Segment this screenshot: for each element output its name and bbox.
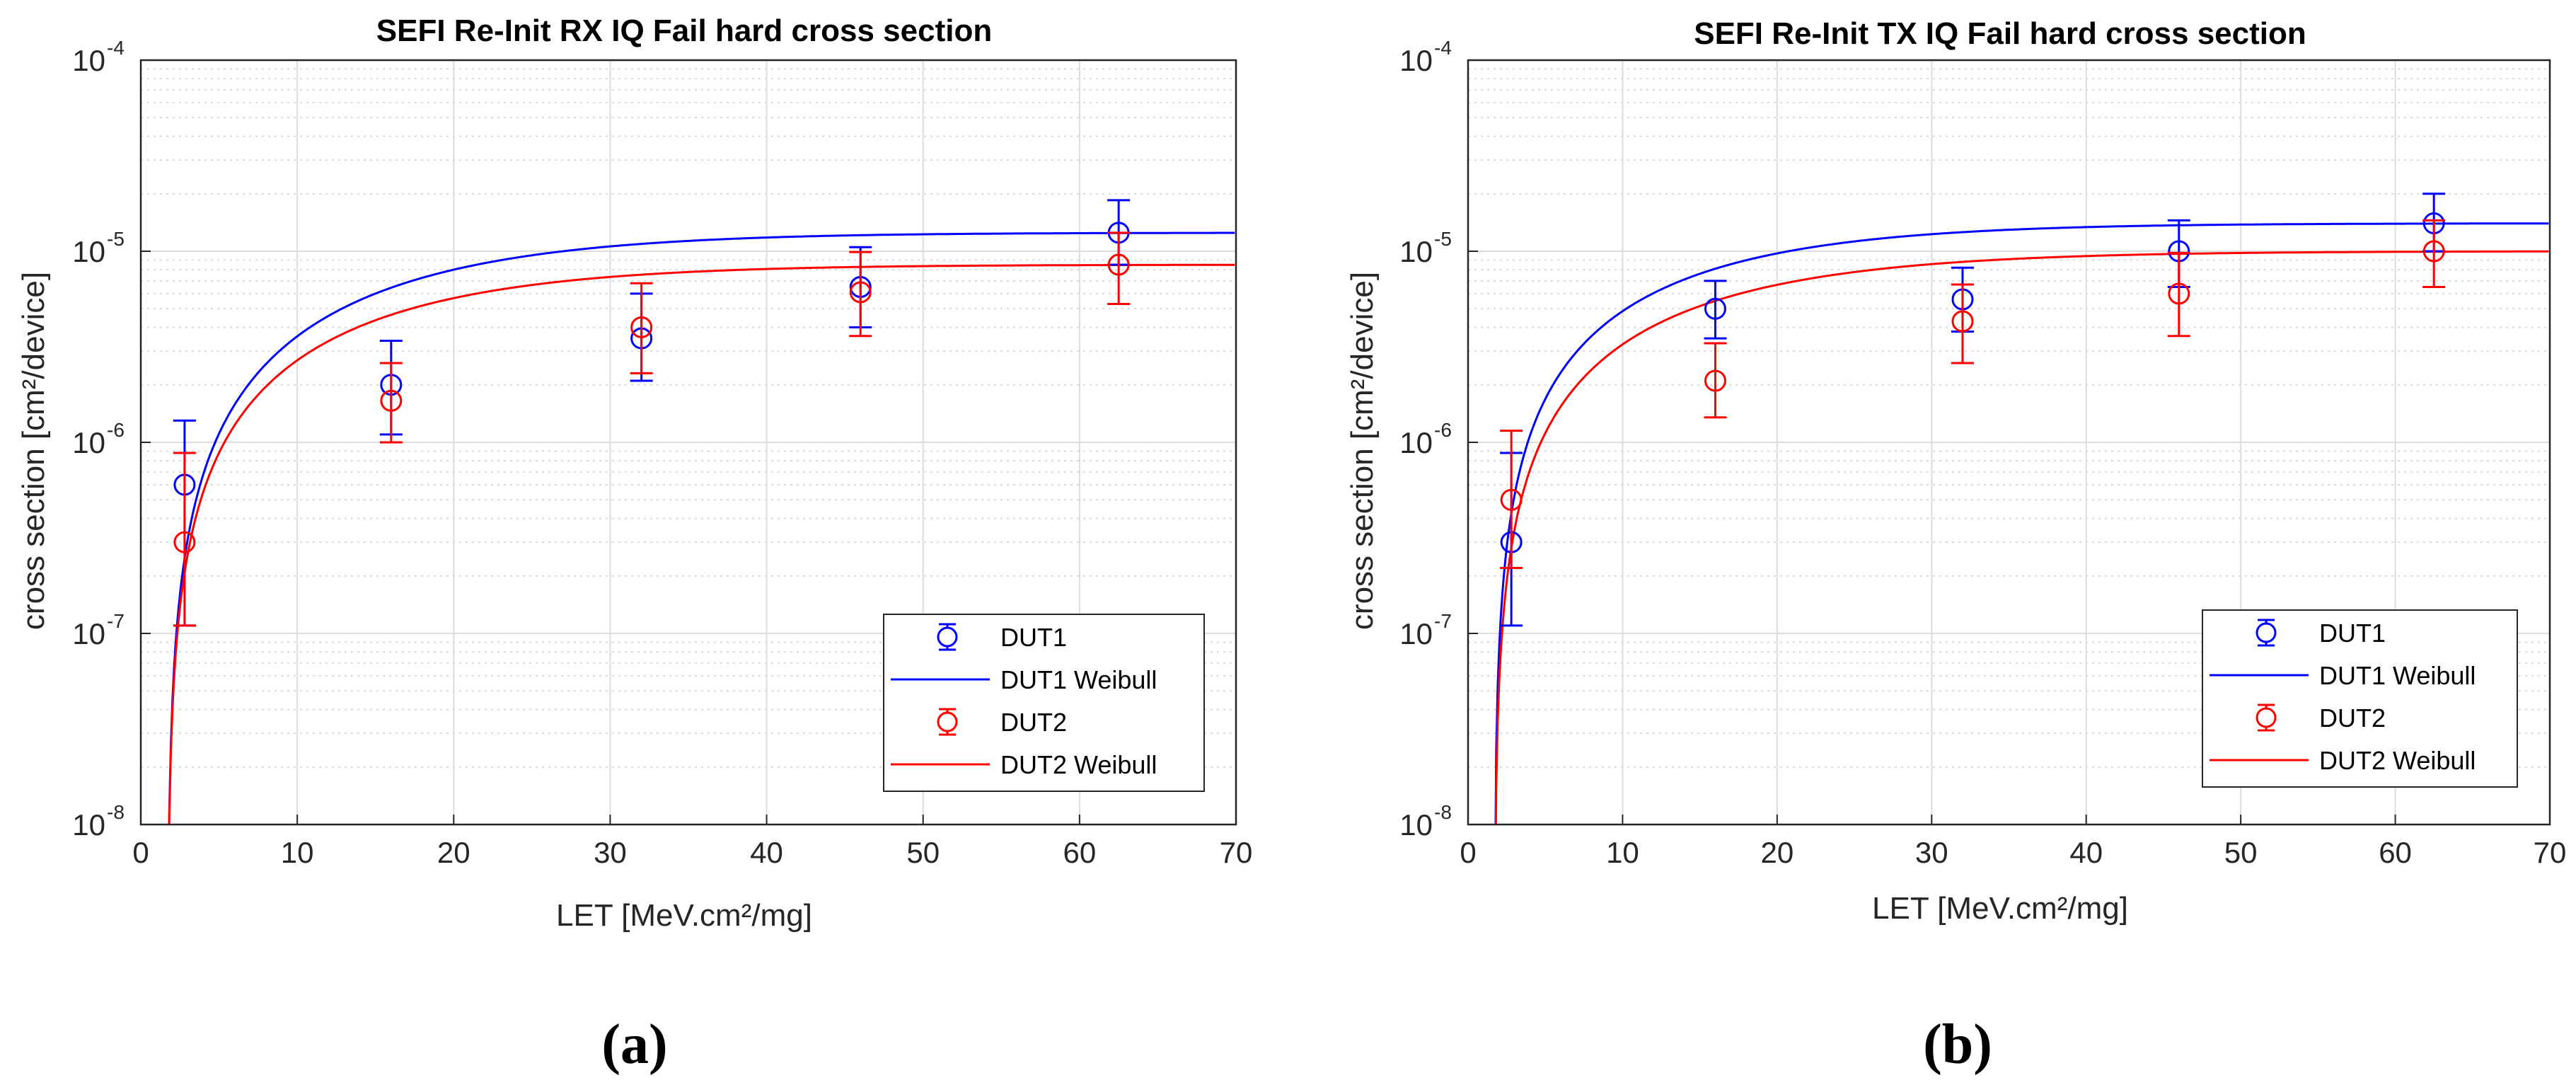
y-tick-exponent: -4 [1434, 37, 1452, 59]
data-point-dut2 [173, 452, 196, 627]
y-tick-label: 10 [1399, 235, 1433, 268]
y-tick-label: 10 [72, 617, 105, 650]
legend-box [883, 614, 1205, 792]
marker [2422, 240, 2445, 263]
x-tick-label: 50 [2224, 836, 2258, 869]
legend-entry: DUT2 Weibull [2210, 746, 2476, 775]
y-axis-label: cross section [cm²/device] [1345, 272, 1380, 630]
y-tick-label: 10 [72, 44, 105, 77]
x-tick-label: 10 [281, 836, 314, 869]
marker [849, 281, 872, 304]
data-point-dut2 [1704, 342, 1727, 419]
marker [1704, 297, 1726, 320]
y-tick-label: 10 [1399, 617, 1433, 650]
x-tick-label: 70 [1220, 836, 1253, 869]
weibull-curve-dut1-weibull [168, 231, 1235, 825]
legend-label: DUT2 [2319, 703, 2386, 733]
legend-entry: DUT1 [937, 623, 1067, 652]
legend-entry: DUT2 [2256, 703, 2386, 733]
y-tick-label: 10 [72, 426, 105, 459]
data-point-dut2 [1500, 430, 1523, 570]
x-tick-label: 40 [750, 836, 783, 869]
marker [1500, 488, 1523, 511]
legend-label: DUT2 Weibull [1000, 750, 1157, 779]
legend-entry: DUT1 Weibull [2210, 661, 2476, 690]
legend-marker-swatch [937, 711, 958, 733]
data-point-dut2 [849, 251, 872, 338]
y-tick-label: 10 [72, 235, 105, 268]
legend-marker-swatch [937, 626, 958, 648]
x-tick-label: 0 [1460, 836, 1476, 869]
legend-box [2202, 609, 2518, 788]
legend-label: DUT1 Weibull [2319, 661, 2476, 690]
x-tick-label: 60 [2379, 836, 2412, 869]
marker [1704, 369, 1726, 392]
marker [630, 316, 653, 338]
weibull-curve-dut2-weibull [168, 263, 1235, 825]
chart-panel-b: SEFI Re-Init TX IQ Fail hard cross secti… [1345, 16, 2566, 1076]
data-point-dut2 [2422, 219, 2446, 289]
y-tick-label: 10 [72, 808, 105, 841]
x-axis-label: LET [MeV.cm²/mg] [556, 898, 812, 933]
legend-label: DUT1 Weibull [1000, 665, 1157, 694]
weibull-curve-dut1-weibull [1494, 222, 2549, 825]
y-tick-exponent: -6 [1434, 419, 1452, 441]
data-point-dut1 [1704, 280, 1727, 340]
marker [1951, 310, 1974, 333]
x-tick-label: 30 [594, 836, 627, 869]
legend-entry: DUT1 Weibull [891, 665, 1157, 694]
legend-label: DUT2 [1000, 708, 1067, 737]
weibull-curve-dut2-weibull [1494, 250, 2549, 825]
x-tick-label: 20 [1760, 836, 1794, 869]
axes-box [139, 59, 1237, 826]
y-tick-label: 10 [1399, 44, 1433, 77]
x-tick-label: 60 [1063, 836, 1096, 869]
data-point-dut2 [630, 282, 653, 374]
chart-panel-a: SEFI Re-Init RX IQ Fail hard cross secti… [16, 13, 1252, 1076]
x-axis-label: LET [MeV.cm²/mg] [1872, 891, 2128, 926]
chart-title: SEFI Re-Init RX IQ Fail hard cross secti… [376, 13, 992, 48]
y-tick-exponent: -4 [107, 37, 125, 59]
x-tick-label: 50 [906, 836, 940, 869]
marker [2168, 282, 2190, 305]
y-axis-label: cross section [cm²/device] [16, 272, 51, 630]
y-tick-exponent: -8 [1434, 801, 1452, 823]
legend-label: DUT1 [1000, 623, 1067, 652]
x-tick-label: 0 [132, 836, 149, 869]
legend-label: DUT2 Weibull [2319, 746, 2476, 775]
data-point-dut2 [2167, 251, 2190, 338]
data-point-dut2 [1107, 231, 1131, 305]
legend-entry: DUT2 Weibull [891, 750, 1157, 779]
x-tick-label: 20 [437, 836, 470, 869]
x-tick-label: 40 [2069, 836, 2103, 869]
y-tick-label: 10 [1399, 426, 1433, 459]
legend-label: DUT1 [2319, 619, 2386, 648]
legend-entry: DUT1 [2256, 619, 2386, 648]
x-tick-label: 70 [2534, 836, 2567, 869]
legend-entry: DUT2 [937, 708, 1067, 737]
marker [1107, 253, 1130, 276]
x-tick-label: 30 [1915, 836, 1948, 869]
legend-marker-swatch [2256, 707, 2277, 728]
y-tick-exponent: -6 [107, 419, 125, 441]
y-tick-exponent: -7 [1434, 610, 1452, 632]
data-point-dut2 [1951, 283, 1974, 364]
data-point-dut2 [379, 362, 403, 444]
marker [173, 531, 196, 553]
legend-marker-swatch [2256, 622, 2277, 643]
axes-box [1467, 59, 2551, 826]
chart-title: SEFI Re-Init TX IQ Fail hard cross secti… [1694, 16, 2306, 51]
y-tick-exponent: -8 [107, 801, 125, 823]
panel-label: (b) [1923, 1013, 1992, 1076]
x-tick-label: 10 [1606, 836, 1639, 869]
y-tick-exponent: -5 [1434, 228, 1452, 250]
y-tick-label: 10 [1399, 808, 1433, 841]
marker [380, 389, 403, 412]
panel-label: (a) [601, 1013, 667, 1076]
y-tick-exponent: -5 [107, 228, 125, 250]
y-tick-exponent: -7 [107, 610, 125, 632]
